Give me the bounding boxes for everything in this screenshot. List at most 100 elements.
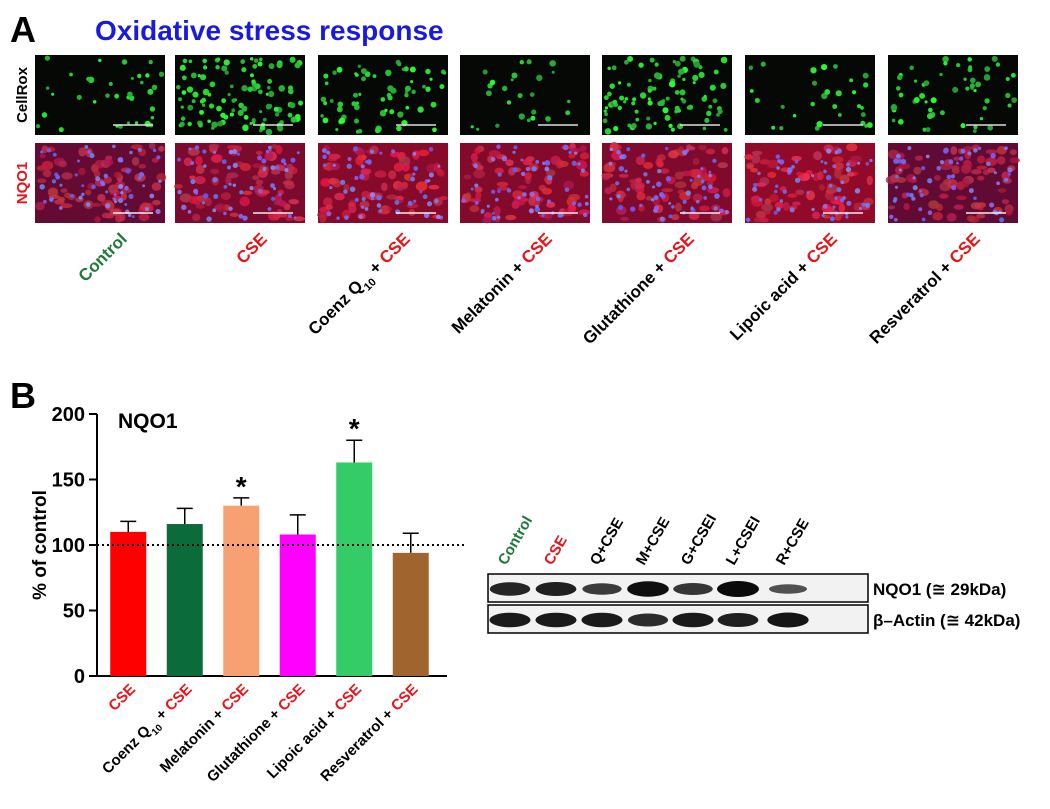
lane-label: CSE <box>541 533 571 568</box>
label-part: CSE <box>105 681 139 715</box>
nucleus <box>359 174 365 180</box>
cell <box>211 121 218 128</box>
nucleus <box>352 146 359 152</box>
cell <box>203 65 208 70</box>
cell <box>942 55 949 63</box>
cell <box>98 58 102 63</box>
cell <box>353 104 360 111</box>
cell <box>86 76 91 82</box>
nucleus <box>782 189 787 194</box>
nucleus <box>131 215 135 219</box>
cell <box>601 174 611 181</box>
cell <box>384 108 388 113</box>
nucleus <box>724 210 729 215</box>
cell <box>144 120 151 127</box>
cell <box>76 94 82 100</box>
cell <box>192 91 199 98</box>
cell <box>545 116 551 122</box>
nucleus <box>1004 146 1008 150</box>
micrograph <box>35 55 165 135</box>
cell <box>337 101 344 108</box>
nucleus <box>422 194 428 200</box>
nucleus <box>836 187 842 193</box>
cell <box>620 216 630 221</box>
nucleus <box>470 187 474 191</box>
cell <box>662 107 669 114</box>
cell <box>987 167 996 173</box>
cell <box>631 101 636 106</box>
cell <box>674 60 681 67</box>
cell <box>627 55 634 62</box>
nucleus <box>668 214 673 219</box>
nucleus <box>434 198 439 204</box>
bar <box>166 524 203 676</box>
column-label: Resveratrol + CSE <box>866 229 984 347</box>
nucleus <box>618 165 625 172</box>
cell <box>249 121 253 125</box>
nucleus <box>361 197 366 201</box>
cell <box>194 176 206 185</box>
cell <box>905 173 917 183</box>
cell <box>997 156 1006 165</box>
cell <box>890 104 898 111</box>
cell <box>113 171 122 179</box>
nucleus <box>695 199 700 204</box>
nucleus <box>993 171 997 175</box>
cell <box>674 105 680 111</box>
cell <box>417 106 424 113</box>
cell <box>705 148 716 155</box>
nucleus <box>326 211 332 217</box>
nucleus <box>525 166 531 172</box>
nucleus <box>900 159 907 165</box>
panel-title: Oxidative stress response <box>95 15 444 46</box>
cell <box>750 167 758 173</box>
cell <box>510 78 514 82</box>
cell <box>939 110 945 116</box>
cell <box>744 154 753 160</box>
cell <box>604 112 608 117</box>
cell <box>909 65 914 70</box>
cell <box>247 86 253 92</box>
cell <box>357 128 363 134</box>
cell <box>506 100 512 105</box>
cell <box>630 181 638 190</box>
row-label: CellRox <box>14 66 31 123</box>
cell <box>567 204 577 213</box>
nucleus <box>660 194 666 199</box>
cell <box>336 106 343 113</box>
nucleus <box>826 148 832 154</box>
cell <box>295 113 301 120</box>
cell <box>158 71 165 77</box>
cell <box>262 117 267 122</box>
nucleus <box>412 151 417 156</box>
cell <box>495 123 500 128</box>
nucleus <box>653 195 659 200</box>
cell <box>783 201 790 211</box>
cell <box>1001 199 1010 205</box>
cell <box>1009 157 1020 164</box>
nucleus <box>909 192 914 198</box>
nucleus <box>939 160 945 165</box>
nucleus <box>105 190 109 194</box>
cell <box>607 91 612 97</box>
nucleus <box>925 154 930 159</box>
cell <box>975 81 982 88</box>
cell <box>549 60 556 67</box>
cell <box>579 152 590 160</box>
cell <box>251 120 256 125</box>
cell <box>257 168 268 178</box>
nucleus <box>639 203 643 208</box>
nucleus <box>495 197 499 202</box>
cell <box>379 206 389 215</box>
nucleus <box>573 151 578 155</box>
cell <box>187 104 194 111</box>
cell <box>355 101 359 105</box>
cell <box>524 172 532 180</box>
cell <box>930 97 937 104</box>
cell <box>207 92 212 97</box>
cell <box>761 203 773 212</box>
blot-band <box>489 582 531 596</box>
blot-band <box>672 612 714 628</box>
nucleus <box>290 157 296 163</box>
